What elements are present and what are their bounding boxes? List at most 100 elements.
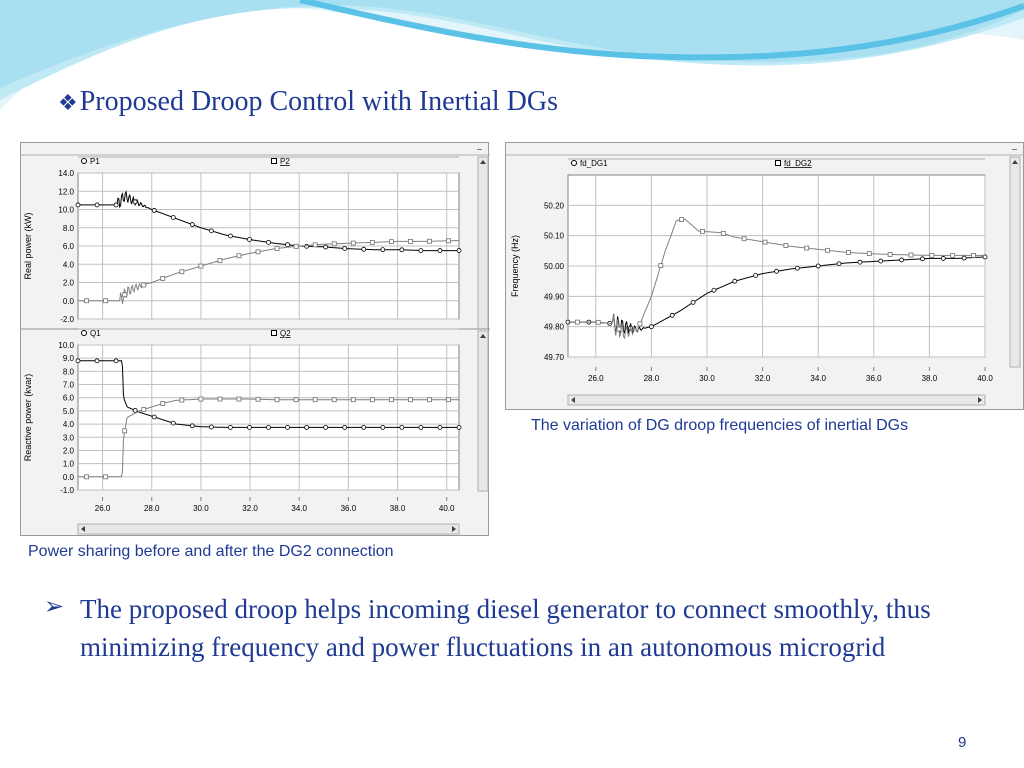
legend-label: Q2	[280, 329, 291, 338]
data-point-P1	[94, 202, 100, 208]
data-point-Q2	[236, 396, 242, 402]
title-bullet-icon: ❖	[58, 90, 78, 115]
data-point-Q2	[141, 407, 147, 412]
data-point-Q2	[103, 474, 109, 480]
horizontal-scrollbar	[77, 523, 460, 535]
data-point-Q2	[388, 397, 394, 403]
legend-label: fd_DG2	[784, 159, 812, 168]
scroll-up-icon	[1012, 160, 1018, 164]
scroll-up-icon	[480, 334, 486, 338]
x-tick-label: 26.0	[588, 374, 604, 383]
data-point-Q2	[198, 396, 204, 402]
data-point-fd_DG1	[857, 259, 863, 265]
data-point-fd_DG2	[825, 247, 830, 253]
data-point-Q2	[179, 397, 185, 403]
data-point-Q1	[380, 424, 386, 430]
x-tick-label: 32.0	[242, 504, 258, 513]
y-tick-label: 14.0	[58, 169, 74, 178]
data-point-Q1	[75, 358, 81, 364]
data-point-P1	[113, 202, 119, 208]
data-point-fd_DG1	[878, 258, 884, 264]
data-point-Q1	[399, 424, 405, 430]
data-point-Q2	[160, 401, 166, 406]
data-point-P2	[446, 238, 451, 244]
y-axis-label: Real power (kW)	[23, 212, 33, 279]
data-point-fd_DG1	[732, 278, 738, 284]
y-tick-label: 50.00	[544, 262, 565, 271]
x-tick-label: 28.0	[144, 504, 160, 513]
data-point-P2	[103, 298, 109, 304]
legend-square-marker	[271, 158, 277, 164]
data-point-fd_DG2	[700, 228, 705, 234]
data-point-P2	[198, 263, 204, 269]
data-point-fd_DG1	[669, 312, 675, 318]
data-point-P2	[427, 238, 432, 244]
scroll-right-icon	[978, 397, 982, 403]
y-tick-label: 6.0	[63, 394, 75, 403]
data-point-Q1	[456, 424, 462, 430]
data-point-P1	[361, 246, 367, 252]
data-point-P1	[247, 237, 252, 242]
data-point-P2	[217, 258, 223, 263]
y-tick-label: 7.0	[63, 381, 75, 390]
data-point-Q1	[323, 424, 329, 430]
x-tick-label: 34.0	[291, 504, 307, 513]
data-point-P1	[323, 244, 329, 250]
data-point-fd_DG2	[637, 321, 643, 327]
data-point-P2	[388, 239, 394, 245]
wave-line-shape	[299, 0, 1024, 61]
y-tick-label: 4.0	[63, 420, 75, 429]
scroll-right-icon	[452, 526, 456, 532]
data-point-fd_DG2	[908, 252, 914, 258]
caption-frequency: The variation of DG droop frequencies of…	[531, 417, 909, 434]
data-point-fd_DG1	[961, 255, 967, 261]
data-point-fd_DG1	[711, 287, 717, 293]
data-point-P1	[418, 248, 424, 253]
data-point-P2	[122, 292, 128, 298]
data-point-Q1	[304, 424, 310, 430]
header-wave-decoration	[0, 0, 1024, 110]
y-tick-label: 8.0	[63, 367, 75, 376]
data-point-P2	[84, 298, 89, 304]
data-point-fd_DG2	[846, 250, 851, 255]
y-tick-label: 49.80	[544, 323, 565, 332]
y-tick-label: 10.0	[58, 206, 74, 215]
data-point-fd_DG1	[815, 263, 821, 269]
data-point-P1	[399, 247, 405, 253]
data-point-Q2	[312, 397, 318, 403]
data-point-P2	[274, 246, 280, 251]
data-point-Q2	[274, 397, 280, 403]
data-point-Q2	[446, 397, 451, 403]
data-point-Q1	[285, 424, 290, 430]
legend-circle-marker	[571, 160, 577, 166]
data-point-P1	[437, 248, 443, 253]
legend-square-marker	[775, 160, 781, 166]
data-point-P2	[369, 239, 375, 245]
y-tick-label: 50.10	[544, 232, 565, 241]
power-sharing-chart-panel: − 14.0 12.0 10.0 8.0 6.0 4.0 2.0 0.0 -2.0 Real pow…	[20, 142, 490, 536]
data-point-P1	[285, 242, 290, 248]
vertical-scrollbar	[477, 156, 489, 330]
data-point-Q2	[255, 396, 261, 402]
data-point-fd_DG2	[929, 252, 935, 258]
data-point-fd_DG2	[595, 319, 601, 325]
horizontal-scrollbar	[567, 394, 986, 406]
data-point-fd_DG2	[658, 263, 664, 269]
data-point-Q1	[94, 358, 100, 364]
legend-label: fd_DG1	[580, 159, 608, 168]
data-point-Q1	[170, 420, 176, 426]
series-line-fd_DG2	[568, 218, 985, 340]
y-tick-label: 49.90	[544, 292, 565, 301]
x-tick-label: 36.0	[866, 374, 882, 383]
data-point-fd_DG1	[690, 299, 696, 305]
data-point-P2	[312, 242, 318, 248]
data-point-P1	[170, 215, 176, 220]
data-point-Q2	[331, 397, 337, 403]
data-point-P1	[151, 208, 157, 213]
arrow-bullet-icon: ➢	[44, 592, 65, 620]
data-point-Q1	[418, 424, 424, 430]
scroll-left-icon	[81, 526, 85, 532]
data-point-P1	[342, 246, 348, 251]
data-point-P1	[380, 247, 386, 253]
y-tick-label: 0.0	[63, 297, 75, 306]
